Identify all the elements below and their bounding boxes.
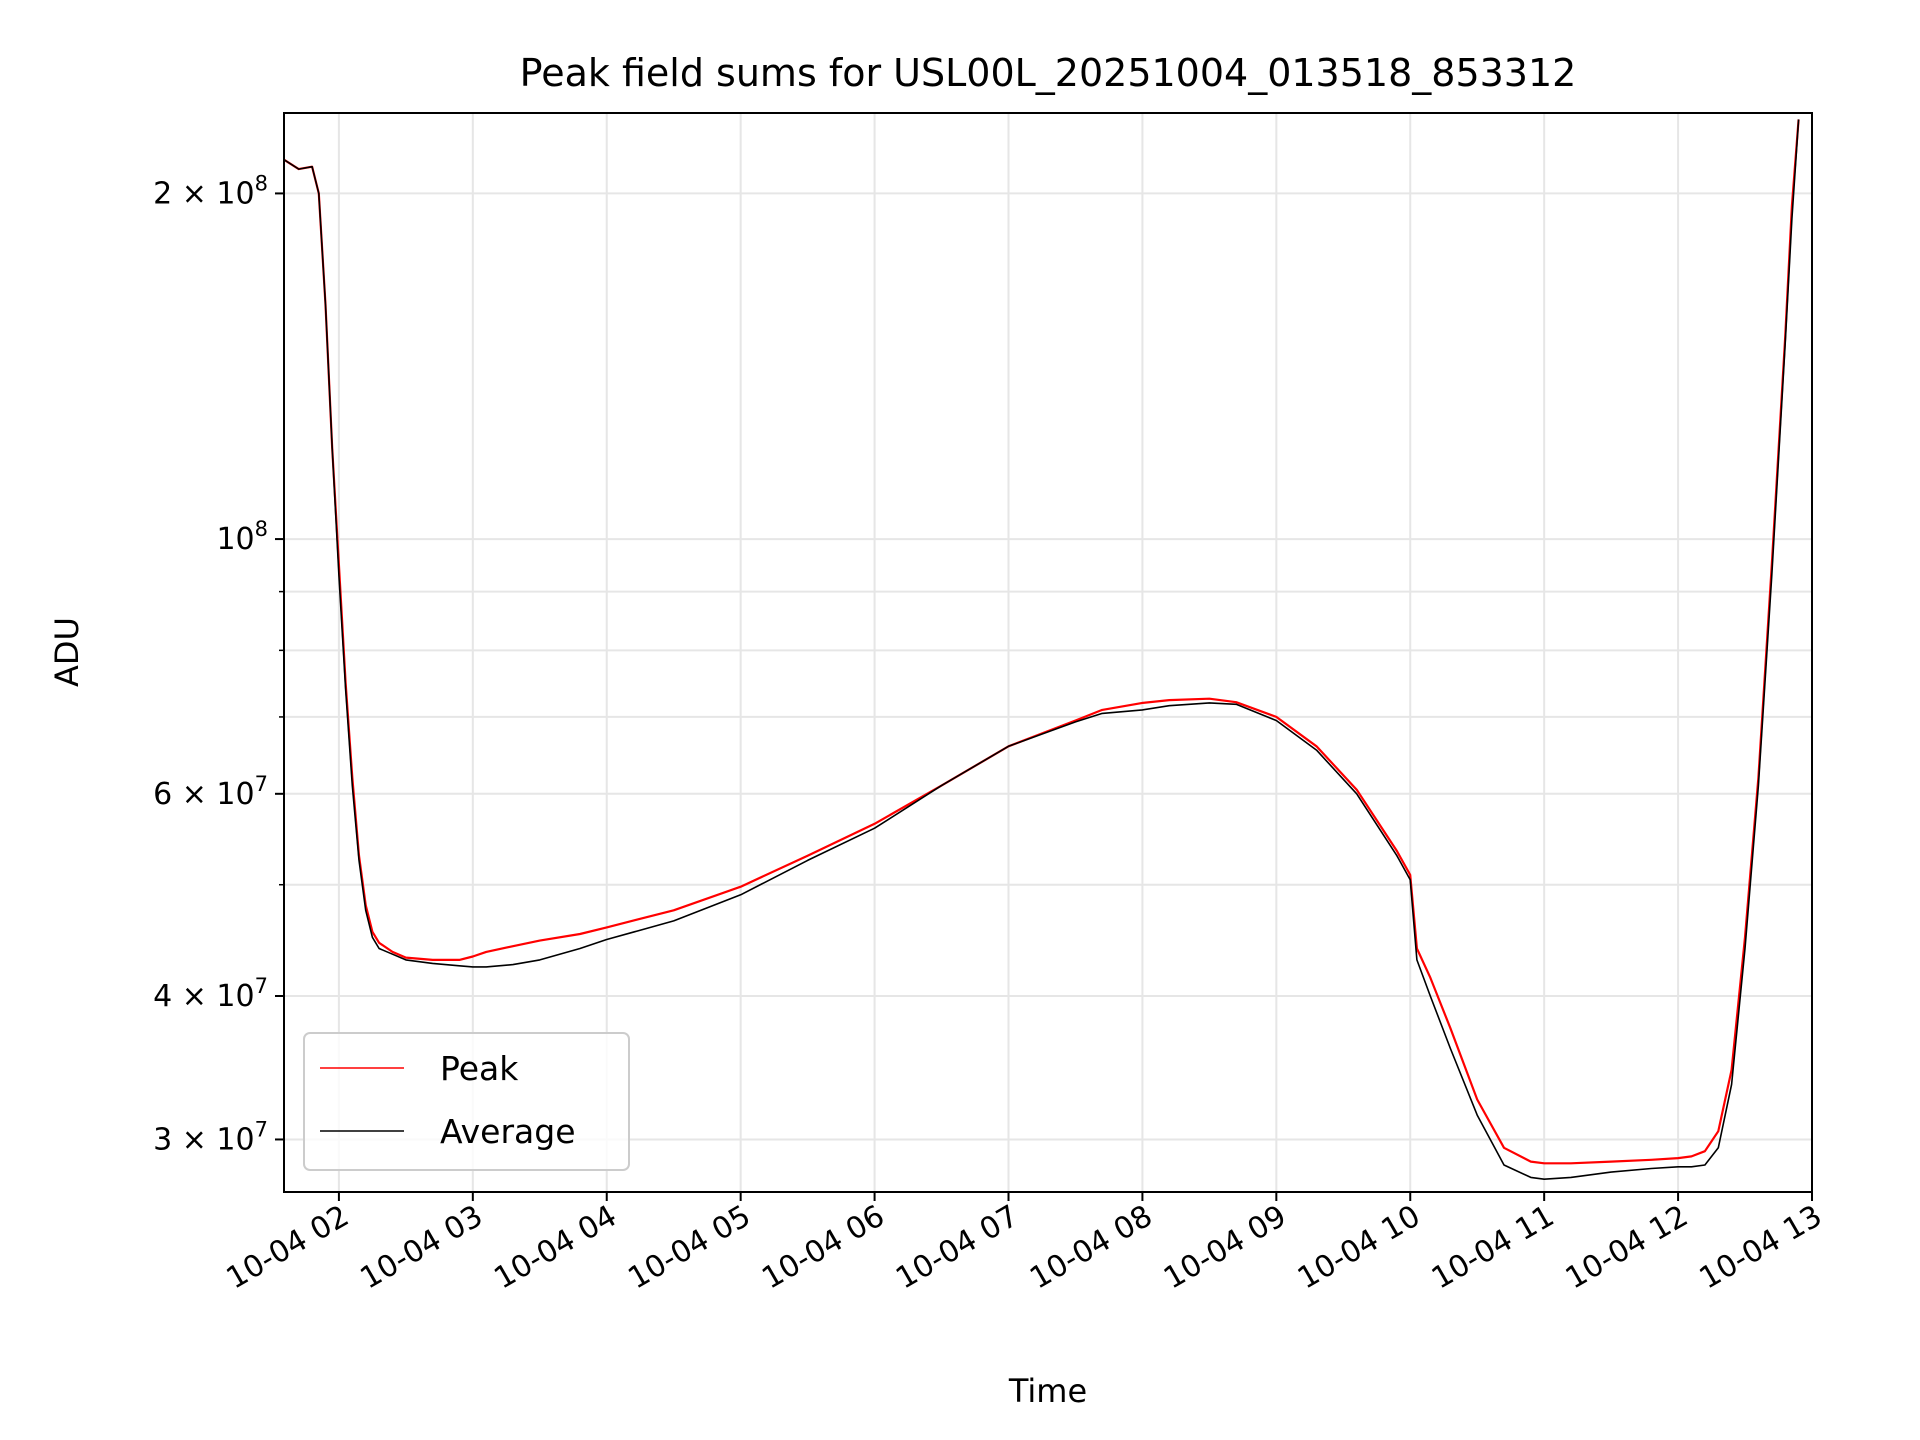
y-tick-label: 6 × 107 (153, 772, 268, 812)
y-tick-label: 108 (216, 517, 268, 557)
y-tick-label: 3 × 107 (153, 1117, 268, 1157)
chart-title: Peak field sums for USL00L_20251004_0135… (520, 51, 1577, 95)
series-line-average (284, 119, 1800, 1180)
legend-label-peak: Peak (440, 1049, 519, 1088)
grid (284, 113, 1813, 1192)
y-tick-label: 4 × 107 (153, 974, 268, 1014)
series-layer (284, 119, 1800, 1180)
y-axis-label: ADU (48, 617, 86, 687)
legend-label-average: Average (440, 1112, 576, 1151)
legend: Peak Average (303, 1032, 630, 1171)
y-tick-label: 2 × 108 (153, 171, 268, 211)
plot-frame (283, 112, 1813, 1193)
x-axis-label: Time (1008, 1372, 1087, 1410)
